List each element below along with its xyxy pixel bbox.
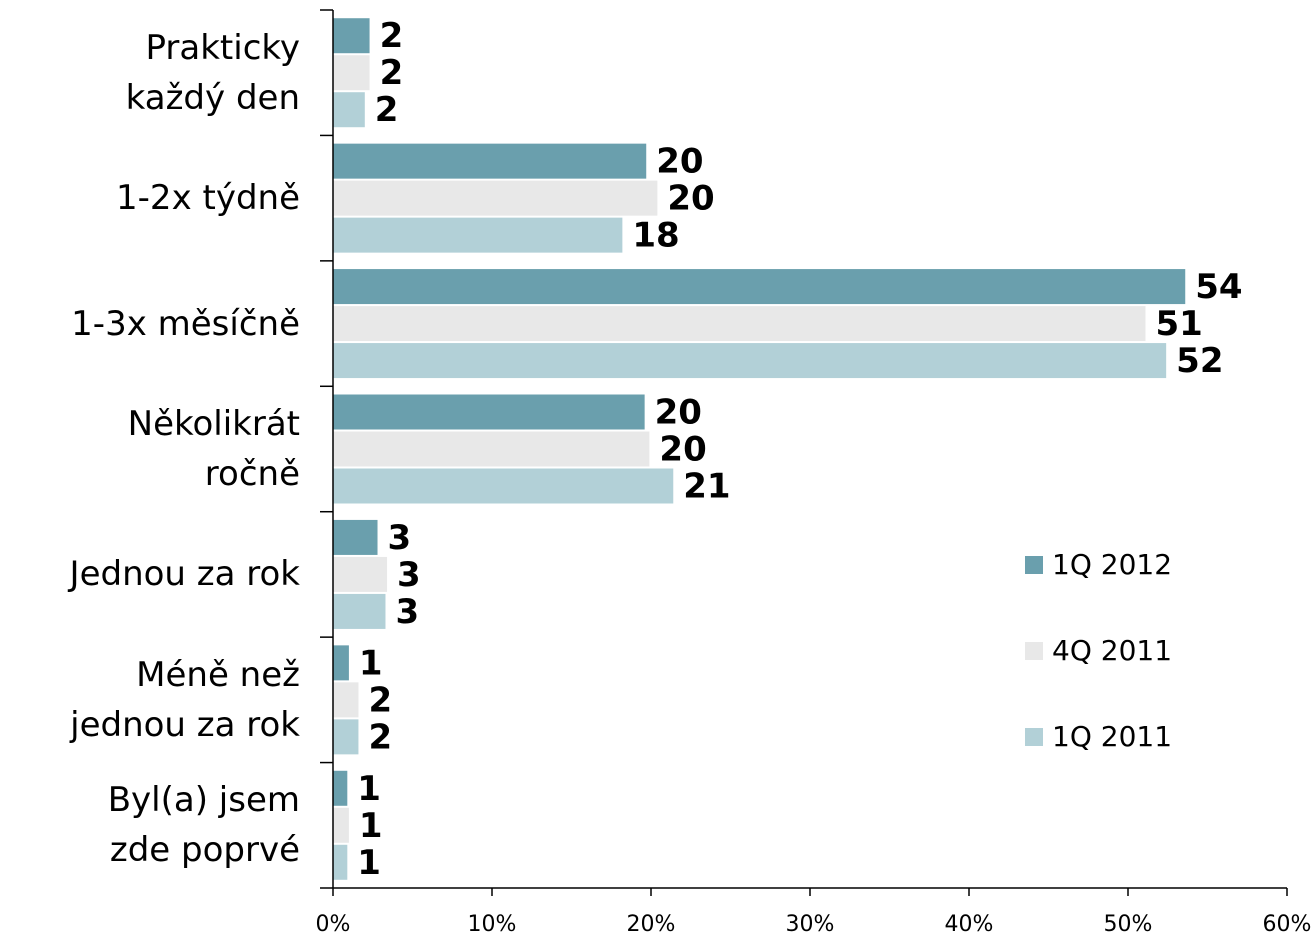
x-tick-label: 60% xyxy=(1263,912,1312,937)
x-tick-label: 50% xyxy=(1104,912,1153,937)
y-tick-label: Méně než jednou za rok xyxy=(70,654,300,745)
bar xyxy=(333,682,359,718)
data-label: 2 xyxy=(368,680,392,720)
y-tick-label: 1-2x týdně xyxy=(116,178,300,219)
bar xyxy=(333,343,1167,379)
x-tick-label: 10% xyxy=(468,912,517,937)
bar xyxy=(333,92,365,128)
data-label: 20 xyxy=(659,430,706,470)
bar xyxy=(333,55,370,91)
y-tick-label: Několikrát ročně xyxy=(127,404,300,494)
legend-label: 1Q 2011 xyxy=(1052,720,1172,753)
bar xyxy=(333,719,359,755)
bar xyxy=(333,645,349,681)
data-label: 1 xyxy=(359,643,383,683)
legend-swatch xyxy=(1025,642,1043,660)
x-tick-label: 0% xyxy=(316,912,351,937)
data-label: 20 xyxy=(655,393,702,433)
bar xyxy=(333,431,650,467)
bar xyxy=(333,269,1186,305)
bar xyxy=(333,180,658,216)
bar xyxy=(333,217,623,253)
data-label: 51 xyxy=(1155,304,1202,344)
x-tick-label: 20% xyxy=(627,912,676,937)
bar xyxy=(333,143,647,179)
data-label: 2 xyxy=(368,717,392,757)
x-tick-label: 30% xyxy=(786,912,835,937)
bar xyxy=(333,770,348,806)
data-label: 20 xyxy=(667,179,714,219)
bar xyxy=(333,306,1146,342)
bar xyxy=(333,468,674,504)
bar xyxy=(333,807,349,843)
bar xyxy=(333,519,378,555)
data-label: 3 xyxy=(397,555,421,595)
legend-label: 4Q 2011 xyxy=(1052,634,1172,667)
data-label: 2 xyxy=(380,53,404,93)
bar xyxy=(333,844,348,880)
data-label: 2 xyxy=(380,16,404,56)
data-label: 18 xyxy=(632,216,679,256)
legend-label: 1Q 2012 xyxy=(1052,548,1172,581)
y-tick-label: Jednou za rok xyxy=(69,554,300,595)
legend-swatch xyxy=(1025,728,1043,746)
bar xyxy=(333,593,386,629)
y-tick-label: 1-3x měsíčně xyxy=(71,303,300,344)
data-label: 1 xyxy=(357,843,381,883)
data-label: 2 xyxy=(375,90,399,130)
bar xyxy=(333,556,388,592)
y-tick-label: Prakticky každý den xyxy=(125,27,300,118)
data-label: 21 xyxy=(683,467,730,507)
data-label: 3 xyxy=(395,592,419,632)
legend-swatch xyxy=(1025,556,1043,574)
data-label: 3 xyxy=(388,518,412,558)
data-label: 52 xyxy=(1176,341,1223,381)
data-label: 1 xyxy=(359,806,383,846)
data-label: 1 xyxy=(357,769,381,809)
x-tick-label: 40% xyxy=(945,912,994,937)
data-label: 54 xyxy=(1195,267,1242,307)
bar xyxy=(333,18,370,54)
y-tick-label: Byl(a) jsem zde poprvé xyxy=(107,780,300,871)
data-label: 20 xyxy=(656,142,703,182)
bar xyxy=(333,394,645,430)
